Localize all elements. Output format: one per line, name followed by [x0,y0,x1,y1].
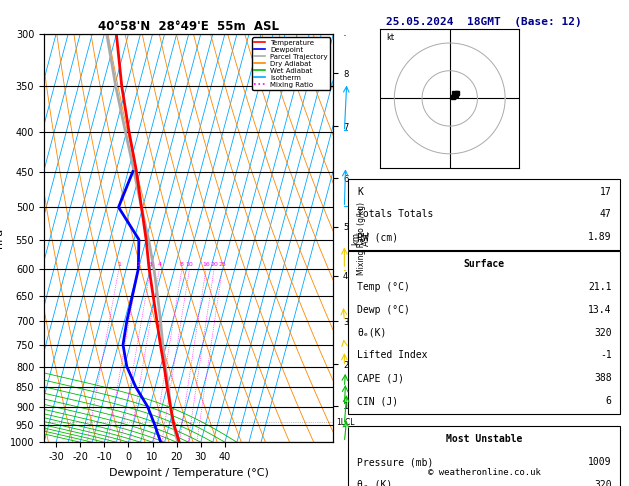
Text: 2: 2 [136,262,140,267]
Text: θₑ (K): θₑ (K) [357,480,392,486]
Text: 320: 320 [594,480,611,486]
Legend: Temperature, Dewpoint, Parcel Trajectory, Dry Adiabat, Wet Adiabat, Isotherm, Mi: Temperature, Dewpoint, Parcel Trajectory… [252,37,330,90]
Text: 4: 4 [157,262,162,267]
Bar [348,251,620,414]
Y-axis label: hPa: hPa [0,228,4,248]
Text: 25.05.2024  18GMT  (Base: 12): 25.05.2024 18GMT (Base: 12) [386,17,582,27]
Text: CAPE (J): CAPE (J) [357,373,404,383]
Text: kt: kt [386,33,394,42]
Text: 3: 3 [148,262,152,267]
Text: Surface: Surface [464,259,505,269]
Text: 1: 1 [117,262,121,267]
Text: 47: 47 [600,209,611,219]
Text: Dewp (°C): Dewp (°C) [357,305,410,314]
Text: Temp (°C): Temp (°C) [357,282,410,292]
Text: 1.89: 1.89 [588,232,611,243]
Text: Lifted Index: Lifted Index [357,350,428,361]
Text: 13.4: 13.4 [588,305,611,314]
Text: 25: 25 [218,262,226,267]
Text: Pressure (mb): Pressure (mb) [357,457,433,467]
Y-axis label: km
ASL: km ASL [351,230,370,246]
Text: PW (cm): PW (cm) [357,232,398,243]
Text: 8: 8 [180,262,184,267]
Text: Mixing Ratio (g/kg): Mixing Ratio (g/kg) [357,202,365,275]
Text: 6: 6 [606,396,611,406]
Text: 16: 16 [202,262,210,267]
Text: 17: 17 [600,187,611,196]
Text: 10: 10 [186,262,193,267]
Text: 20: 20 [210,262,218,267]
Text: Totals Totals: Totals Totals [357,209,433,219]
Title: 40°58'N  28°49'E  55m  ASL: 40°58'N 28°49'E 55m ASL [98,20,279,33]
Text: CIN (J): CIN (J) [357,396,398,406]
Text: 1LCL: 1LCL [337,417,355,427]
Text: -1: -1 [600,350,611,361]
Text: θₑ(K): θₑ(K) [357,328,386,338]
Text: 320: 320 [594,328,611,338]
Text: K: K [357,187,363,196]
Text: 1009: 1009 [588,457,611,467]
Text: Most Unstable: Most Unstable [446,434,523,444]
Text: © weatheronline.co.uk: © weatheronline.co.uk [428,469,541,477]
Bar [348,426,620,486]
Text: 21.1: 21.1 [588,282,611,292]
Bar [348,179,620,250]
Text: 388: 388 [594,373,611,383]
X-axis label: Dewpoint / Temperature (°C): Dewpoint / Temperature (°C) [109,468,269,478]
